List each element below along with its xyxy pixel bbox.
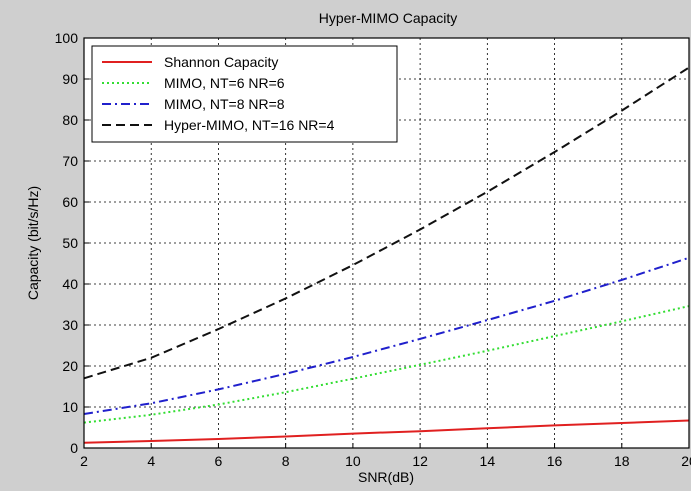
series-line: [83, 66, 690, 380]
legend-label: MIMO, NT=6 NR=6: [164, 75, 285, 91]
x-tick-label: 6: [215, 453, 223, 469]
y-tick-label: 30: [62, 317, 78, 333]
y-tick-label: 90: [62, 71, 78, 87]
legend-label: MIMO, NT=8 NR=8: [164, 96, 285, 112]
y-tick-label: 60: [62, 194, 78, 210]
x-tick-label: 16: [547, 453, 563, 469]
y-tick-label: 20: [62, 358, 78, 374]
legend-label: Shannon Capacity: [164, 54, 278, 70]
y-tick-label: 50: [62, 235, 78, 251]
chart-title: Hyper-MIMO Capacity: [319, 10, 457, 26]
x-tick-label: 14: [480, 453, 496, 469]
series-lines: [83, 66, 690, 444]
series-line: [83, 256, 690, 415]
tick-labels: 2 4 6 8 10 12 14 16 18 20 0 10 20 30 40 50 60 70 80 90 100: [55, 30, 691, 469]
x-tick-label: 12: [412, 453, 428, 469]
legend: Shannon Capacity MIMO, NT=6 NR=6 MIMO, NT=…: [91, 45, 398, 143]
x-tick-label: 8: [282, 453, 290, 469]
x-tick-label: 2: [80, 453, 88, 469]
y-tick-label: 40: [62, 276, 78, 292]
x-tick-label: 10: [345, 453, 361, 469]
y-tick-label: 0: [70, 440, 78, 456]
y-tick-label: 80: [62, 112, 78, 128]
y-tick-label: 70: [62, 153, 78, 169]
series-line: [83, 305, 690, 424]
x-tick-label: 4: [147, 453, 155, 469]
y-tick-label: 100: [55, 30, 79, 46]
x-axis-title: SNR(dB): [358, 469, 414, 485]
x-tick-label: 20: [681, 453, 691, 469]
legend-label: Hyper-MIMO, NT=16 NR=4: [164, 117, 335, 133]
y-tick-label: 10: [62, 399, 78, 415]
series-line: [83, 419, 690, 444]
y-axis-title: Capacity (bit/s/Hz): [25, 186, 41, 300]
x-tick-label: 18: [614, 453, 630, 469]
